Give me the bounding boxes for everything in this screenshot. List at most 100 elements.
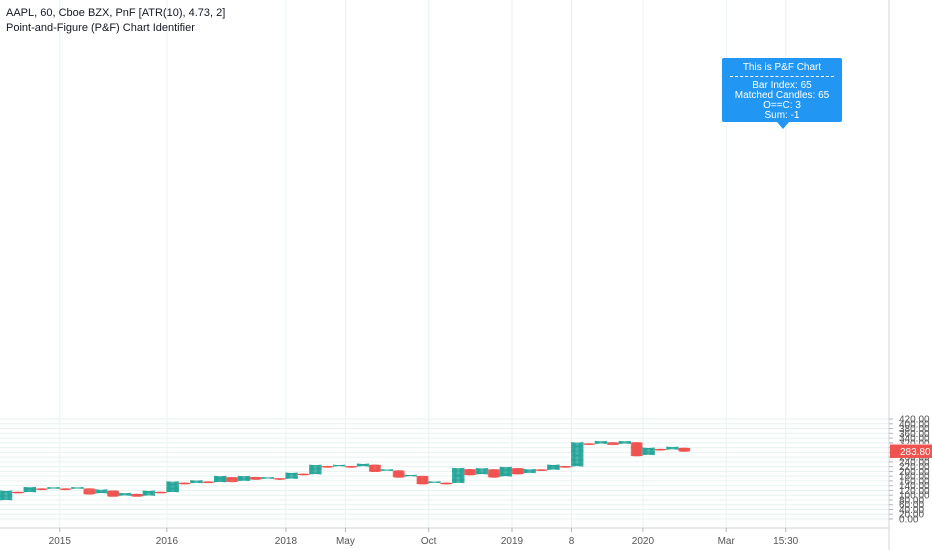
x-column (475, 467, 489, 475)
x-tick-label: May (336, 536, 355, 547)
o-column (321, 465, 334, 468)
x-tick-label: 2020 (632, 536, 655, 547)
o-column (35, 488, 48, 491)
x-mark (451, 467, 465, 470)
chart-legend: AAPL, 60, Cboe BZX, PnF [ATR(10), 4.73, … (6, 6, 225, 36)
x-mark (642, 447, 655, 450)
tooltip-line-matched: Matched Candles: 65 (734, 90, 830, 101)
x-mark (523, 469, 536, 472)
x-column (570, 442, 584, 467)
x-tick-label: Mar (718, 536, 736, 547)
y-tick-label: 240.00 (899, 457, 930, 468)
x-mark (618, 440, 632, 443)
price-label-bg (890, 444, 932, 458)
x-column (237, 475, 251, 482)
x-column (285, 472, 298, 479)
x-mark (190, 480, 203, 483)
o-column (59, 488, 72, 491)
o-mark (535, 469, 548, 472)
o-column (392, 470, 405, 478)
x-column (47, 486, 60, 489)
price-label: 283.80 (890, 444, 932, 458)
o-column (178, 482, 191, 485)
time-axis[interactable]: 2015 2016 2018 May Oct 2019 8 2020 Mar 15:30 (0, 527, 889, 547)
x-tick-label: 15:30 (773, 536, 798, 547)
x-column (547, 464, 560, 470)
o-mark (416, 475, 429, 478)
symbol-info[interactable]: AAPL, 60, Cboe BZX, PnF [ATR(10), 4.73, … (6, 7, 226, 19)
x-column (428, 481, 441, 484)
o-mark (297, 473, 310, 476)
x-column (261, 476, 275, 479)
o-column (630, 442, 643, 457)
x-column (190, 480, 203, 484)
x-column (380, 469, 394, 472)
x-column (71, 486, 84, 489)
y-tick-label: 380.00 (899, 424, 930, 435)
x-mark (285, 472, 298, 475)
o-mark (273, 478, 286, 480)
o-column (654, 448, 667, 451)
o-mark (487, 469, 501, 471)
x-mark (23, 486, 37, 489)
y-tick-label: 160.00 (899, 476, 930, 487)
x-mark (213, 475, 227, 478)
x-column (166, 481, 179, 493)
price-axis[interactable]: 0.0020.0040.0060.0080.00100.00120.00140.… (888, 0, 930, 550)
o-column (11, 491, 25, 494)
x-column (594, 440, 608, 445)
x-tick-label: 2019 (501, 536, 524, 547)
x-mark (380, 469, 394, 472)
o-column (202, 481, 215, 484)
x-mark (94, 489, 108, 492)
x-column (94, 489, 108, 494)
o-mark (178, 482, 191, 485)
x-tick-label: 2018 (275, 536, 298, 547)
o-column (249, 476, 263, 480)
o-mark (106, 490, 120, 493)
o-column (535, 469, 548, 472)
o-mark (59, 488, 72, 491)
x-tick-label: Oct (421, 536, 437, 547)
o-mark (606, 442, 620, 444)
o-mark (35, 488, 48, 491)
tooltip-line-bar-index: Bar Index: 65 (752, 80, 812, 91)
y-tick-label: 360.00 (899, 429, 930, 440)
o-mark (463, 468, 477, 471)
o-mark (440, 482, 453, 485)
y-tick-label: 340.00 (899, 434, 930, 445)
x-column (666, 446, 679, 450)
y-tick-label: 140.00 (899, 481, 930, 492)
x-mark (499, 466, 513, 469)
o-mark (321, 465, 334, 468)
o-mark (368, 464, 382, 467)
last-price-labels: 288.87283.80 (890, 443, 932, 458)
x-column (118, 492, 132, 496)
x-column (499, 466, 513, 477)
pnf-tooltip: This is P&F Chart Bar Index: 65 Matched … (722, 58, 842, 122)
o-column (273, 478, 286, 480)
x-column (618, 440, 632, 445)
x-mark (428, 481, 441, 484)
indicator-name[interactable]: Point-and-Figure (P&F) Chart Identifier (6, 22, 195, 34)
o-mark (559, 465, 572, 468)
y-tick-label: 200.00 (899, 467, 930, 478)
o-mark (202, 481, 215, 484)
x-mark (594, 440, 608, 443)
o-mark (630, 442, 643, 444)
o-column (154, 491, 167, 494)
x-mark (166, 481, 179, 484)
o-mark (249, 476, 263, 479)
price-label-text: 283.80 (900, 447, 931, 458)
x-column (213, 475, 227, 483)
o-mark (225, 477, 239, 479)
x-tick-label: 2016 (156, 536, 179, 547)
y-tick-label: 120.00 (899, 486, 930, 497)
o-column (130, 493, 144, 497)
o-mark (511, 468, 524, 470)
x-mark (237, 475, 251, 478)
o-column (582, 443, 596, 446)
x-mark (71, 486, 84, 489)
o-mark (11, 491, 25, 494)
